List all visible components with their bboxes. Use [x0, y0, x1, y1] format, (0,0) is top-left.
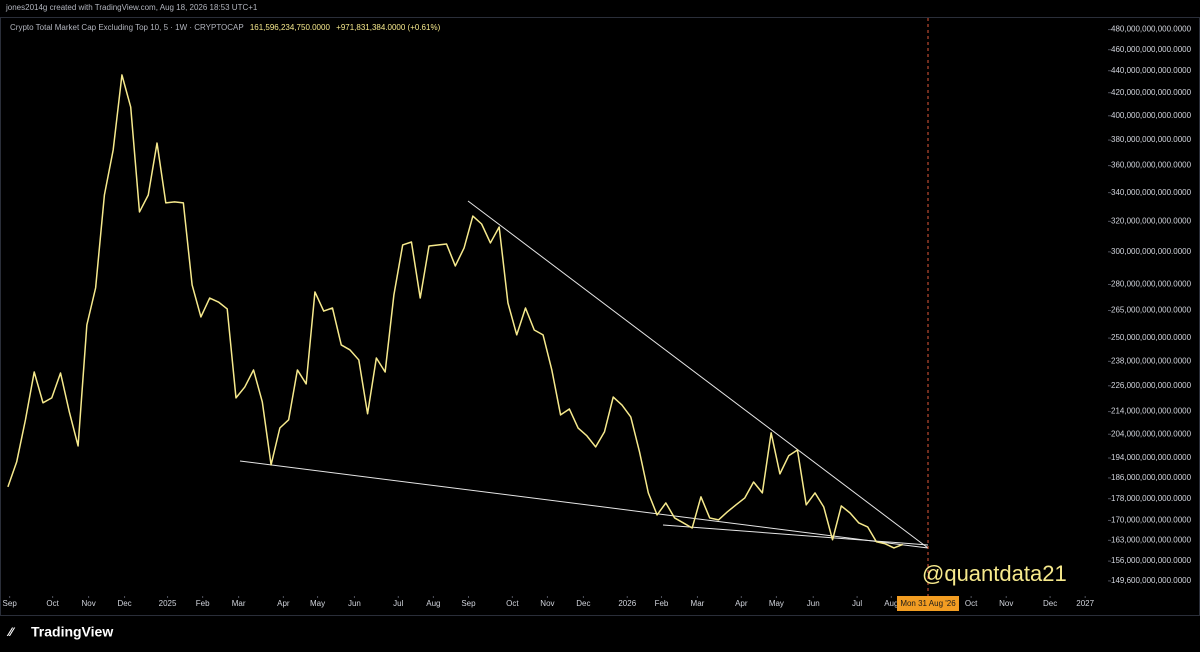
y-tick-label: 156,000,000,000.0000	[1111, 556, 1192, 565]
x-tick-label: 2025	[159, 599, 177, 608]
x-tick-label: Sep	[3, 599, 18, 608]
x-tick-label: Aug	[426, 599, 440, 608]
x-tick-label: May	[310, 599, 325, 608]
price-line	[7, 74, 903, 549]
x-tick-label: Mar	[232, 599, 246, 608]
x-tick-label: Jun	[348, 599, 361, 608]
y-tick-label: 265,000,000,000.0000	[1111, 306, 1192, 315]
y-tick-label: 300,000,000,000.0000	[1111, 247, 1192, 256]
logo: ⁄⁄ TradingView	[6, 624, 113, 640]
x-tick-label: Nov	[999, 599, 1013, 608]
legend: Crypto Total Market Cap Excluding Top 10…	[10, 23, 441, 32]
x-tick-label: Nov	[540, 599, 554, 608]
y-tick-label: 204,000,000,000.0000	[1111, 429, 1192, 438]
x-tick-label: Nov	[81, 599, 95, 608]
x-tick-label: Oct	[46, 599, 59, 608]
y-tick-label: 420,000,000,000.0000	[1111, 88, 1192, 97]
chart-title: Crypto Total Market Cap Excluding Top 10…	[10, 23, 244, 32]
x-tick-label: Feb	[196, 599, 210, 608]
logo-icon: ⁄⁄	[6, 625, 16, 639]
x-tick-label: 2027	[1076, 599, 1094, 608]
trend-line-upper	[467, 200, 929, 549]
y-tick-label: 440,000,000,000.0000	[1111, 66, 1192, 75]
trend-line-lower	[239, 460, 929, 549]
y-tick-label: 360,000,000,000.0000	[1111, 161, 1192, 170]
x-tick-label: Apr	[735, 599, 748, 608]
watermark-handle: @quantdata21	[922, 561, 1067, 586]
y-tick-label: 380,000,000,000.0000	[1111, 135, 1192, 144]
y-tick-label: 340,000,000,000.0000	[1111, 188, 1192, 197]
x-tick-label: Jul	[393, 599, 403, 608]
y-tick-label: 194,000,000,000.0000	[1111, 453, 1192, 462]
y-tick-label: 480,000,000,000.0000	[1111, 25, 1192, 34]
attribution: jones2014g created with TradingView.com,…	[5, 3, 258, 12]
y-tick-label: 149,600,000,000.0000	[1111, 576, 1192, 585]
x-tick-label: Oct	[506, 599, 519, 608]
cursor-label-box	[897, 596, 959, 611]
x-tick-label: Oct	[965, 599, 978, 608]
x-tick-label: Aug	[884, 599, 898, 608]
last-price: 161,596,234,750.0000	[250, 23, 331, 32]
y-tick-label: 250,000,000,000.0000	[1111, 333, 1192, 342]
x-tick-label: Apr	[277, 599, 290, 608]
x-tick-label: Feb	[655, 599, 669, 608]
x-tick-label: Sep	[461, 599, 476, 608]
cursor-label: Mon 31 Aug '26	[900, 599, 956, 608]
y-tick-label: 226,000,000,000.0000	[1111, 381, 1192, 390]
x-tick-label: Jul	[852, 599, 862, 608]
y-tick-label: 460,000,000,000.0000	[1111, 45, 1192, 54]
y-tick-label: 170,000,000,000.0000	[1111, 516, 1192, 525]
x-tick-label: Dec	[576, 599, 590, 608]
y-tick-label: 400,000,000,000.0000	[1111, 111, 1192, 120]
y-tick-label: 186,000,000,000.0000	[1111, 473, 1192, 482]
logo-text: TradingView	[31, 624, 113, 640]
x-tick-label: Jun	[807, 599, 820, 608]
y-tick-label: 280,000,000,000.0000	[1111, 280, 1192, 289]
x-tick-label: Dec	[1043, 599, 1057, 608]
y-tick-label: 214,000,000,000.0000	[1111, 407, 1192, 416]
x-tick-label: Dec	[117, 599, 131, 608]
x-tick-label: Mar	[691, 599, 705, 608]
plot: 480,000,000,000.0000 460,000,000,000.0000…	[3, 25, 1192, 608]
trend-line-inner	[662, 524, 929, 546]
x-tick-label: 2026	[618, 599, 636, 608]
price-change: +971,831,384.0000 (+0.61%)	[336, 23, 440, 32]
y-tick-label: 320,000,000,000.0000	[1111, 216, 1192, 225]
y-tick-label: 178,000,000,000.0000	[1111, 494, 1192, 503]
y-tick-label: 238,000,000,000.0000	[1111, 356, 1192, 365]
x-tick-label: May	[769, 599, 784, 608]
y-tick-label: 163,000,000,000.0000	[1111, 535, 1192, 544]
